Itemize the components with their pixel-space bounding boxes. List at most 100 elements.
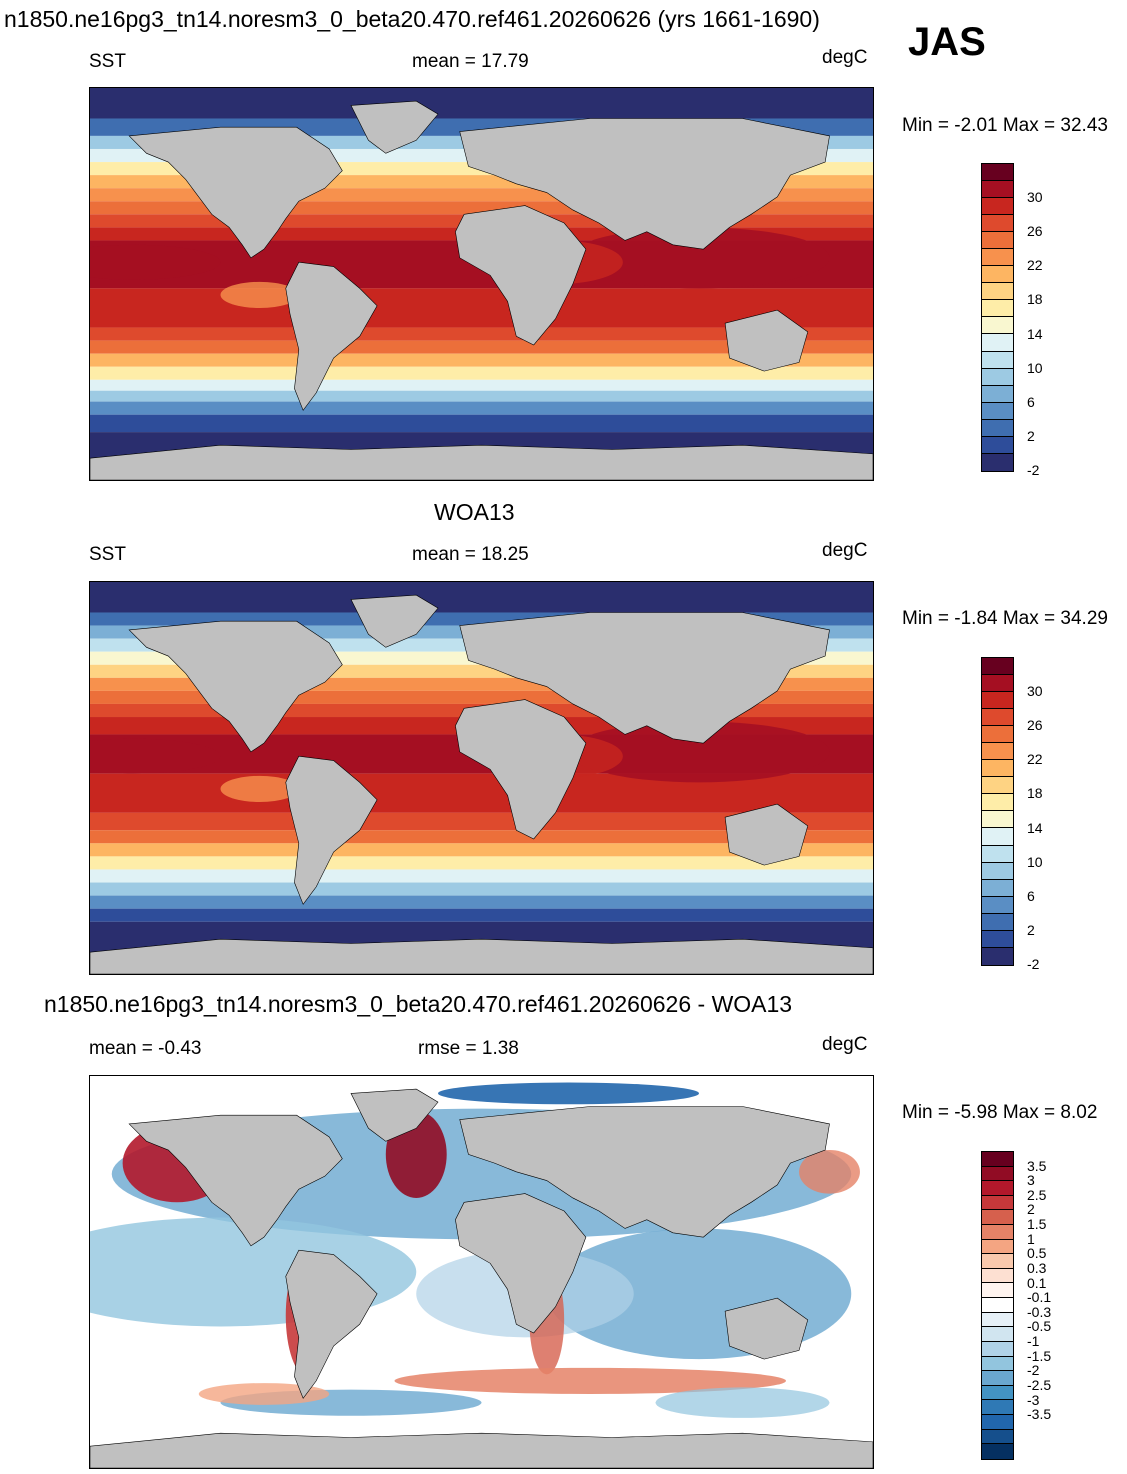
panel3-units: degC	[822, 1034, 868, 1055]
ocean-band	[90, 340, 873, 354]
ocean-band	[90, 401, 873, 415]
land-mass	[286, 756, 377, 904]
colorbar-swatch	[982, 862, 1013, 880]
panel3-minmax: Min = -5.98 Max = 8.02	[902, 1102, 1098, 1123]
colorbar-swatch	[982, 283, 1013, 301]
land-mass	[725, 1298, 808, 1359]
colorbar-swatch	[982, 1181, 1013, 1196]
colorbar-swatch	[982, 1239, 1013, 1255]
colorbar-swatch	[982, 692, 1013, 710]
colorbar-tick-label: 2	[1027, 427, 1035, 444]
colorbar-tick-label: 2	[1027, 921, 1035, 938]
colorbar-tick-label: -0.1	[1027, 1289, 1052, 1306]
anomaly-patch	[90, 244, 221, 280]
colorbar-tick-label: 0.3	[1027, 1259, 1047, 1276]
colorbar-swatch	[982, 385, 1013, 403]
colorbar-swatch	[982, 726, 1013, 744]
ocean-band	[90, 843, 873, 857]
ocean-band	[90, 88, 873, 119]
ocean-band	[90, 895, 873, 909]
panel2-units: degC	[822, 540, 868, 561]
colorbar-tick-label: 30	[1027, 683, 1043, 700]
colorbar-tick-label: -0.5	[1027, 1318, 1052, 1335]
colorbar-swatch	[982, 1312, 1013, 1328]
colorbar-tick-label: 6	[1027, 887, 1035, 904]
colorbar-tick-label: 18	[1027, 785, 1043, 802]
colorbar-woa13-sst	[981, 657, 1014, 966]
colorbar-tick-label: 2	[1027, 1201, 1035, 1218]
ocean-band	[90, 882, 873, 896]
ocean-band	[90, 582, 873, 613]
colorbar-swatch	[982, 368, 1013, 386]
land-mass	[351, 595, 438, 647]
colorbar-swatch	[982, 828, 1013, 846]
colorbar-swatch	[982, 1166, 1013, 1182]
colorbar-swatch	[982, 658, 1013, 676]
land-mass	[725, 310, 808, 371]
colorbar-tick-label: 1.5	[1027, 1216, 1047, 1233]
colorbar-swatch	[982, 709, 1013, 727]
colorbar-tick-label: 30	[1027, 189, 1043, 206]
colorbar-swatch	[982, 1195, 1013, 1211]
colorbar-swatch	[982, 811, 1013, 829]
anomaly-patch	[799, 1150, 860, 1194]
panel1-units: degC	[822, 47, 868, 68]
colorbar-tick-label: 22	[1027, 257, 1043, 274]
panel2-minmax: Min = -1.84 Max = 34.29	[902, 608, 1108, 629]
colorbar-swatch	[982, 743, 1013, 761]
anomaly-patch	[220, 281, 299, 308]
colorbar-swatch	[982, 1152, 1013, 1167]
ocean-band	[90, 856, 873, 870]
colorbar-tick-label: 26	[1027, 223, 1043, 240]
land-mass	[351, 101, 438, 153]
colorbar-swatch	[982, 1225, 1013, 1240]
land-mass	[455, 206, 586, 345]
colorbar-swatch	[982, 351, 1013, 369]
ocean-band	[90, 414, 873, 433]
land-mass	[460, 118, 830, 249]
colorbar-swatch	[982, 896, 1013, 914]
colorbar-tick-label: 2.5	[1027, 1186, 1047, 1203]
colorbar-swatch	[982, 1385, 1013, 1401]
colorbar-tick-label: -0.3	[1027, 1303, 1052, 1320]
ocean-band	[90, 869, 873, 883]
land-mass	[90, 939, 873, 974]
land-mass	[455, 1194, 586, 1333]
colorbar-tick-label: 10	[1027, 853, 1043, 870]
colorbar-tick-label: 14	[1027, 819, 1043, 836]
colorbar-swatch	[982, 436, 1013, 454]
land-mass	[90, 1433, 873, 1468]
colorbar-tick-label: 1	[1027, 1230, 1035, 1247]
land-mass	[351, 1089, 438, 1141]
colorbar-swatch	[982, 453, 1013, 471]
colorbar-tick-label: -3	[1027, 1391, 1040, 1408]
map-woa13-sst	[89, 581, 874, 975]
colorbar-swatch	[982, 1283, 1013, 1299]
colorbar-swatch	[982, 913, 1013, 931]
colorbar-swatch	[982, 181, 1013, 199]
ocean-band	[90, 379, 873, 391]
colorbar-swatch	[982, 419, 1013, 437]
colorbar-tick-label: -1	[1027, 1333, 1040, 1350]
panel1-variable: SST	[89, 51, 126, 72]
colorbar-tick-label: -2	[1027, 1362, 1040, 1379]
land-mass	[725, 804, 808, 865]
colorbar-swatch	[982, 930, 1013, 948]
ocean-band	[90, 908, 873, 922]
ocean-band	[90, 366, 873, 380]
colorbar-difference	[981, 1151, 1014, 1460]
colorbar-swatch	[982, 1254, 1013, 1269]
colorbar-tick-label: 22	[1027, 751, 1043, 768]
anomaly-patch	[655, 1387, 830, 1418]
colorbar-swatch	[982, 675, 1013, 693]
colorbar-tick-label: -1.5	[1027, 1347, 1052, 1364]
ocean-band	[90, 773, 873, 813]
panel2-heading: WOA13	[434, 499, 515, 525]
colorbar-swatch	[982, 1327, 1013, 1342]
map-difference	[89, 1075, 874, 1469]
colorbar-swatch	[982, 164, 1013, 182]
colorbar-swatch	[982, 1356, 1013, 1372]
colorbar-tick-label: 6	[1027, 393, 1035, 410]
colorbar-swatch	[982, 947, 1013, 965]
anomaly-patch	[568, 227, 830, 289]
